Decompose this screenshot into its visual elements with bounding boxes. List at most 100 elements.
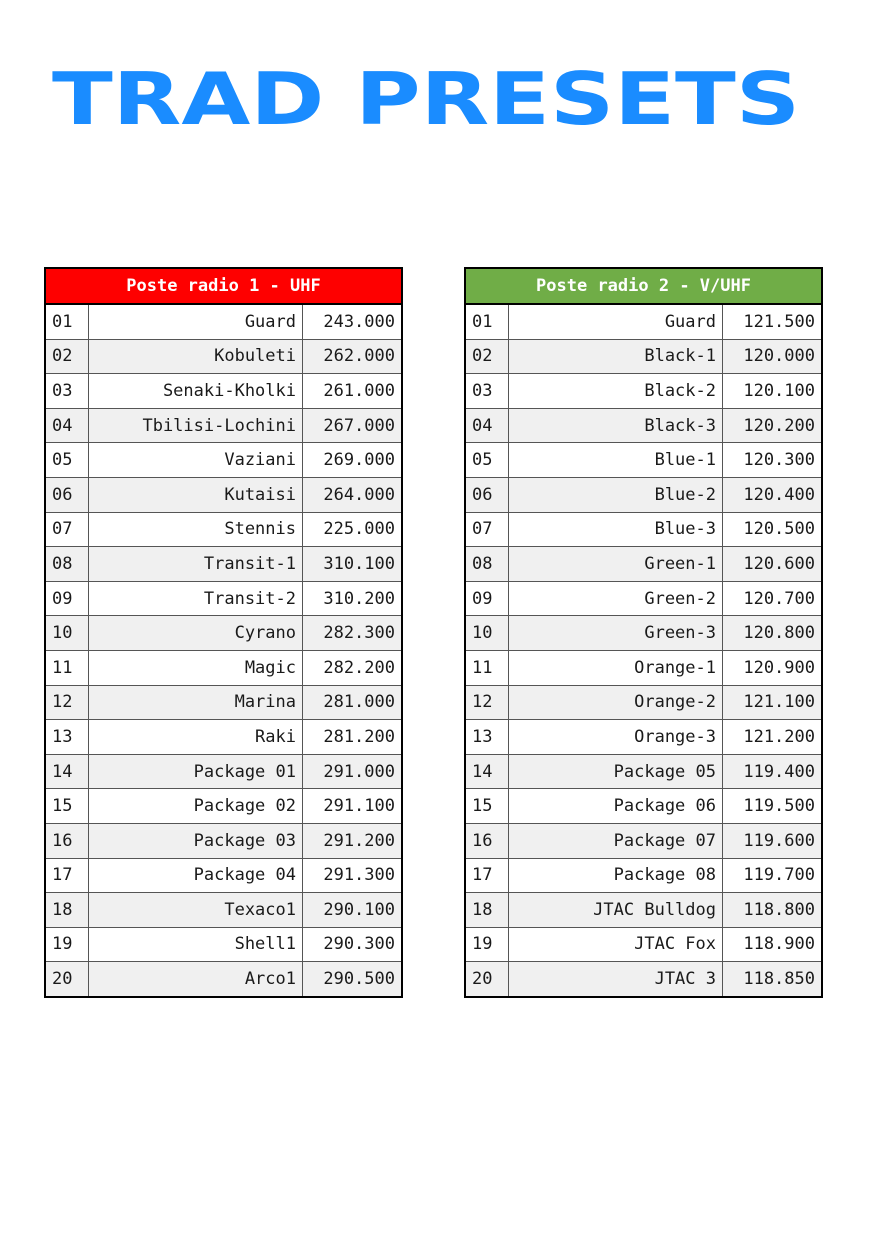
table-row: 02 Black-1 120.000 bbox=[464, 338, 823, 375]
table-row: 08 Green-1 120.600 bbox=[464, 546, 823, 582]
preset-num-cell: 20 bbox=[44, 961, 89, 998]
preset-freq-cell: 118.850 bbox=[722, 961, 823, 998]
preset-table-radio-1: Poste radio 1 - UHF 01 Guard 243.000 02 Kobu… bbox=[44, 267, 403, 998]
preset-num-cell: 14 bbox=[44, 753, 89, 790]
preset-freq-cell: 120.300 bbox=[722, 442, 823, 478]
preset-name-cell: Magic bbox=[88, 649, 303, 686]
preset-freq-cell: 291.200 bbox=[302, 822, 403, 859]
preset-freq-cell: 118.900 bbox=[722, 926, 823, 963]
preset-num-cell: 06 bbox=[44, 476, 89, 513]
table-row: 07 Blue-3 120.500 bbox=[464, 511, 823, 548]
table-row: 12 Orange-2 121.100 bbox=[464, 684, 823, 721]
table-row: 19 Shell1 290.300 bbox=[44, 926, 403, 963]
preset-name-cell: Shell1 bbox=[88, 926, 303, 963]
preset-num-cell: 07 bbox=[464, 511, 509, 548]
table-row: 06 Blue-2 120.400 bbox=[464, 476, 823, 513]
preset-num-cell: 15 bbox=[44, 788, 89, 824]
preset-name-cell: Package 01 bbox=[88, 753, 303, 790]
table-row: 09 Green-2 120.700 bbox=[464, 580, 823, 617]
preset-name-cell: Package 08 bbox=[508, 857, 723, 894]
table-row: 10 Cyrano 282.300 bbox=[44, 615, 403, 651]
preset-name-cell: Green-2 bbox=[508, 580, 723, 617]
preset-name-cell: Transit-1 bbox=[88, 546, 303, 582]
preset-num-cell: 04 bbox=[44, 407, 89, 444]
preset-freq-cell: 262.000 bbox=[302, 338, 403, 375]
preset-freq-cell: 120.700 bbox=[722, 580, 823, 617]
preset-name-cell: Transit-2 bbox=[88, 580, 303, 617]
preset-num-cell: 13 bbox=[44, 719, 89, 755]
preset-freq-cell: 243.000 bbox=[302, 303, 403, 340]
preset-num-cell: 01 bbox=[464, 303, 509, 340]
preset-num-cell: 06 bbox=[464, 476, 509, 513]
preset-freq-cell: 120.400 bbox=[722, 476, 823, 513]
preset-num-cell: 17 bbox=[464, 857, 509, 894]
table-row: 14 Package 01 291.000 bbox=[44, 753, 403, 790]
preset-num-cell: 11 bbox=[464, 649, 509, 686]
table-row: 19 JTAC Fox 118.900 bbox=[464, 926, 823, 963]
preset-name-cell: Orange-1 bbox=[508, 649, 723, 686]
preset-name-cell: Tbilisi-Lochini bbox=[88, 407, 303, 444]
preset-freq-cell: 290.500 bbox=[302, 961, 403, 998]
preset-freq-cell: 282.300 bbox=[302, 615, 403, 651]
preset-name-cell: Black-2 bbox=[508, 373, 723, 409]
table-row: 11 Magic 282.200 bbox=[44, 649, 403, 686]
preset-freq-cell: 119.700 bbox=[722, 857, 823, 894]
table-row: 03 Black-2 120.100 bbox=[464, 373, 823, 409]
table-row: 06 Kutaisi 264.000 bbox=[44, 476, 403, 513]
preset-name-cell: Blue-2 bbox=[508, 476, 723, 513]
preset-num-cell: 15 bbox=[464, 788, 509, 824]
preset-freq-cell: 120.900 bbox=[722, 649, 823, 686]
preset-name-cell: Stennis bbox=[88, 511, 303, 548]
preset-num-cell: 17 bbox=[44, 857, 89, 894]
preset-freq-cell: 121.500 bbox=[722, 303, 823, 340]
preset-name-cell: Texaco1 bbox=[88, 892, 303, 928]
preset-freq-cell: 281.200 bbox=[302, 719, 403, 755]
preset-freq-cell: 120.500 bbox=[722, 511, 823, 548]
table-row: 13 Raki 281.200 bbox=[44, 719, 403, 755]
preset-num-cell: 12 bbox=[464, 684, 509, 721]
preset-freq-cell: 120.100 bbox=[722, 373, 823, 409]
table-row: 12 Marina 281.000 bbox=[44, 684, 403, 721]
preset-freq-cell: 119.500 bbox=[722, 788, 823, 824]
preset-name-cell: Package 05 bbox=[508, 753, 723, 790]
preset-name-cell: Guard bbox=[88, 303, 303, 340]
table-row: 16 Package 03 291.200 bbox=[44, 822, 403, 859]
preset-freq-cell: 120.600 bbox=[722, 546, 823, 582]
preset-num-cell: 10 bbox=[44, 615, 89, 651]
preset-name-cell: Blue-3 bbox=[508, 511, 723, 548]
table-row: 18 JTAC Bulldog 118.800 bbox=[464, 892, 823, 928]
preset-num-cell: 12 bbox=[44, 684, 89, 721]
preset-freq-cell: 291.100 bbox=[302, 788, 403, 824]
table-row: 11 Orange-1 120.900 bbox=[464, 649, 823, 686]
table-header: Poste radio 1 - UHF bbox=[44, 267, 403, 305]
preset-name-cell: Package 04 bbox=[88, 857, 303, 894]
preset-num-cell: 19 bbox=[464, 926, 509, 963]
table-header: Poste radio 2 - V/UHF bbox=[464, 267, 823, 305]
preset-name-cell: Orange-3 bbox=[508, 719, 723, 755]
preset-num-cell: 08 bbox=[44, 546, 89, 582]
preset-freq-cell: 261.000 bbox=[302, 373, 403, 409]
table-body: 01 Guard 243.000 02 Kobuleti 262.000 03 Senaki-… bbox=[44, 303, 403, 998]
preset-name-cell: Orange-2 bbox=[508, 684, 723, 721]
preset-name-cell: Guard bbox=[508, 303, 723, 340]
preset-name-cell: Package 06 bbox=[508, 788, 723, 824]
preset-num-cell: 03 bbox=[464, 373, 509, 409]
preset-freq-cell: 119.600 bbox=[722, 822, 823, 859]
preset-name-cell: Green-3 bbox=[508, 615, 723, 651]
preset-name-cell: Senaki-Kholki bbox=[88, 373, 303, 409]
preset-num-cell: 13 bbox=[464, 719, 509, 755]
preset-freq-cell: 120.200 bbox=[722, 407, 823, 444]
preset-freq-cell: 291.000 bbox=[302, 753, 403, 790]
preset-num-cell: 16 bbox=[44, 822, 89, 859]
table-row: 18 Texaco1 290.100 bbox=[44, 892, 403, 928]
preset-freq-cell: 291.300 bbox=[302, 857, 403, 894]
preset-freq-cell: 118.800 bbox=[722, 892, 823, 928]
preset-name-cell: Vaziani bbox=[88, 442, 303, 478]
preset-freq-cell: 121.100 bbox=[722, 684, 823, 721]
preset-freq-cell: 310.100 bbox=[302, 546, 403, 582]
preset-num-cell: 16 bbox=[464, 822, 509, 859]
preset-name-cell: Black-3 bbox=[508, 407, 723, 444]
table-row: 14 Package 05 119.400 bbox=[464, 753, 823, 790]
table-row: 02 Kobuleti 262.000 bbox=[44, 338, 403, 375]
preset-num-cell: 01 bbox=[44, 303, 89, 340]
